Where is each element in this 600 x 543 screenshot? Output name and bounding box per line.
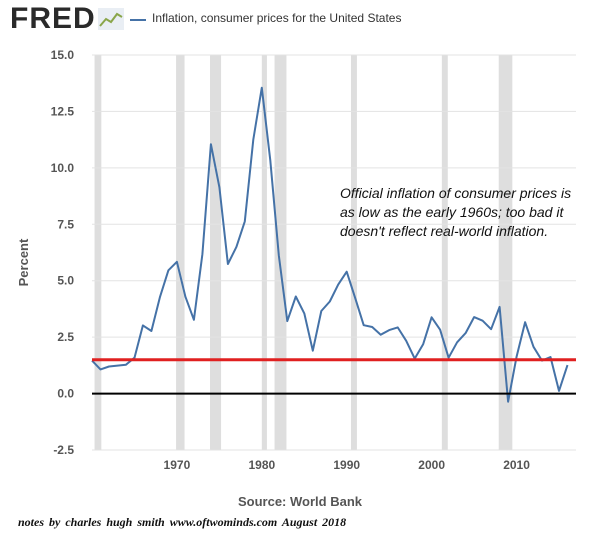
- y-tick-label: -2.5: [53, 443, 74, 457]
- chart-annotation: Official inflation of consumer prices is…: [340, 185, 572, 239]
- x-tick-label: 1970: [164, 458, 191, 472]
- recession-band: [274, 55, 287, 450]
- y-tick-label: 15.0: [51, 48, 75, 62]
- fred-logo[interactable]: FRED: [10, 2, 96, 35]
- legend-swatch: [130, 19, 146, 21]
- y-tick-label: 12.5: [51, 104, 75, 118]
- y-tick-label: 0.0: [57, 387, 74, 401]
- y-tick-label: 7.5: [57, 217, 74, 231]
- x-tick-label: 1980: [248, 458, 275, 472]
- footnote: notes by charles hugh smith www.oftwomin…: [18, 515, 347, 529]
- recession-band: [94, 55, 102, 450]
- fred-logo-chart-icon: [98, 8, 124, 30]
- series-line: [91, 86, 569, 403]
- y-axis-label: Percent: [16, 238, 31, 286]
- x-tick-label: 1990: [333, 458, 360, 472]
- chart-header: FRED Inflation, consumer prices for the …: [0, 0, 600, 40]
- inflation-chart: -2.5 0.0 2.5 5.0 7.5 10.0 12.5 15.0 1970 1980 1990…: [16, 48, 576, 472]
- x-tick-label: 2010: [503, 458, 530, 472]
- source-line: Source: World Bank: [237, 494, 362, 509]
- y-tick-label: 10.0: [51, 161, 75, 175]
- recession-band: [498, 55, 513, 450]
- legend-label: Inflation, consumer prices for the Unite…: [152, 11, 402, 25]
- y-tick-label: 2.5: [57, 330, 74, 344]
- x-tick-label: 2000: [418, 458, 445, 472]
- y-tick-label: 5.0: [57, 274, 74, 288]
- recession-band: [261, 55, 267, 450]
- recession-band: [350, 55, 357, 450]
- recession-band: [441, 55, 448, 450]
- recession-band: [210, 55, 222, 450]
- recession-band: [176, 55, 185, 450]
